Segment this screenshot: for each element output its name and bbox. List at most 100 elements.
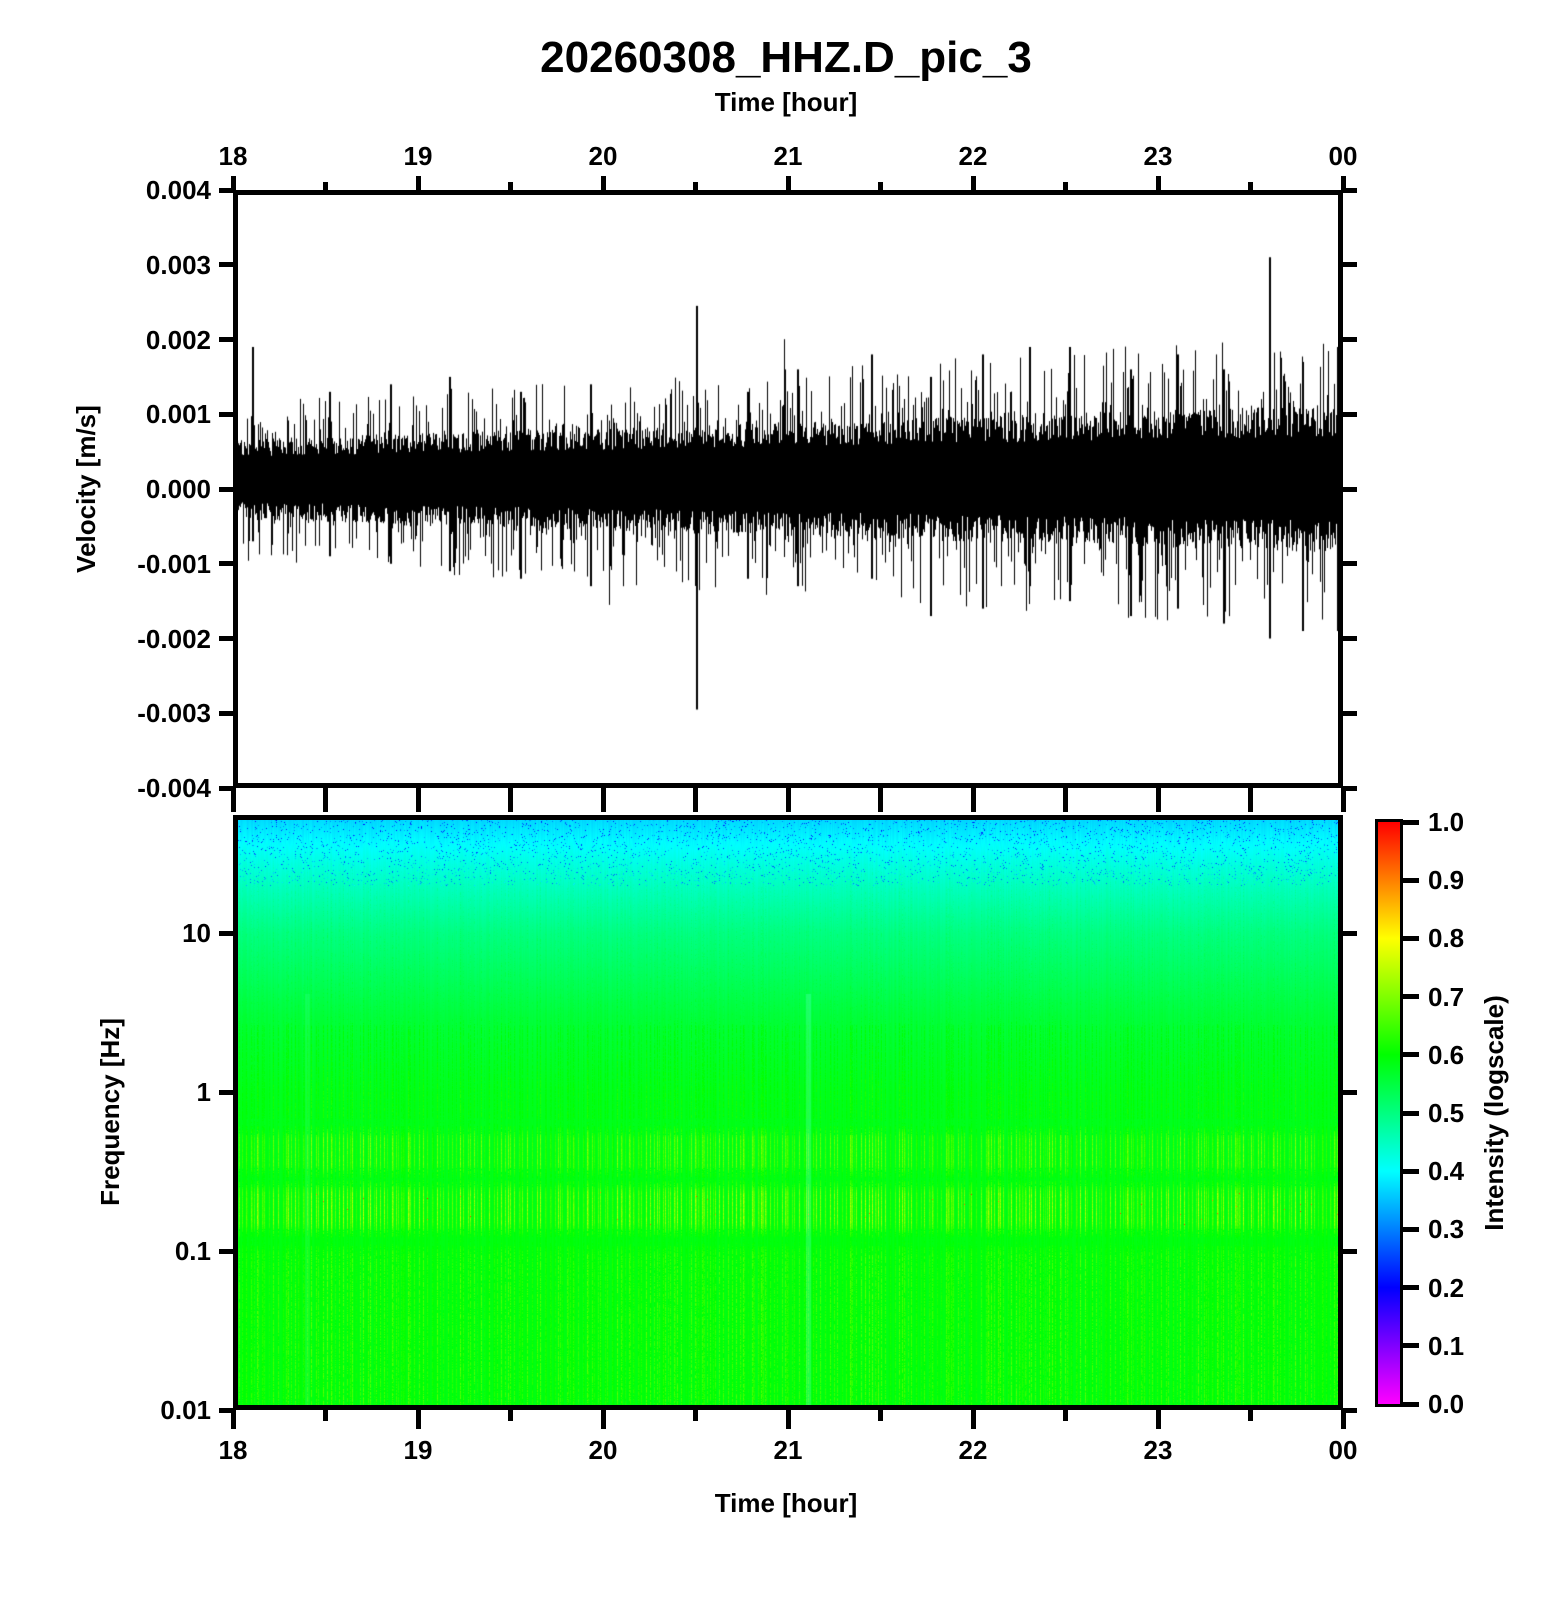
frequency-tick-label: 0.01 bbox=[160, 1395, 211, 1425]
bottom-x-tick-label: 23 bbox=[1143, 1435, 1173, 1465]
colorbar-tick-label: 0.0 bbox=[1428, 1389, 1465, 1419]
velocity-tick-label: -0.002 bbox=[137, 623, 211, 654]
frequency-tick-label: 1 bbox=[196, 1077, 211, 1107]
velocity-major-tick-right bbox=[1343, 486, 1357, 492]
velocity-tick-label: 0.003 bbox=[145, 249, 211, 280]
colorbar bbox=[1375, 819, 1403, 1407]
velocity-tick-label: -0.003 bbox=[137, 698, 211, 729]
bottom-x-major-tick bbox=[785, 1410, 791, 1429]
velocity-major-tick-left bbox=[219, 636, 233, 641]
colorbar-tick bbox=[1400, 1110, 1419, 1116]
top-x-minor-tick bbox=[878, 182, 883, 190]
velocity-major-tick-left bbox=[219, 337, 233, 342]
bottom-x-major-tick bbox=[1340, 1410, 1346, 1429]
top-x-minor-tick bbox=[508, 182, 513, 190]
velocity-major-tick-left bbox=[219, 262, 233, 268]
colorbar-tick-label: 0.2 bbox=[1428, 1272, 1465, 1303]
top-x-major-tick bbox=[600, 176, 606, 190]
bottom-x-major-tick bbox=[230, 1410, 236, 1429]
gap-x-tick bbox=[230, 788, 236, 812]
velocity-major-tick-left bbox=[219, 785, 233, 791]
frequency-major-tick-left bbox=[219, 930, 233, 936]
velocity-tick-label: 0.004 bbox=[145, 175, 211, 205]
bottom-x-major-tick bbox=[970, 1410, 976, 1429]
colorbar-tick bbox=[1400, 1285, 1419, 1291]
gap-x-tick bbox=[1155, 788, 1161, 812]
frequency-major-tick-right bbox=[1343, 930, 1357, 936]
frequency-major-tick-left bbox=[219, 1089, 233, 1095]
velocity-major-tick-right bbox=[1343, 187, 1357, 193]
bottom-x-tick-label: 19 bbox=[403, 1435, 433, 1465]
gap-x-tick bbox=[323, 788, 328, 812]
velocity-major-tick-right bbox=[1343, 561, 1357, 567]
bottom-x-minor-tick bbox=[508, 1410, 513, 1421]
colorbar-tick bbox=[1400, 935, 1419, 941]
top-x-major-tick bbox=[415, 176, 421, 190]
top-x-minor-tick bbox=[323, 182, 328, 190]
velocity-major-tick-left bbox=[219, 710, 233, 716]
colorbar-tick-label: 0.4 bbox=[1428, 1156, 1465, 1187]
top-x-tick-label: 19 bbox=[403, 141, 433, 171]
colorbar-tick bbox=[1400, 1401, 1419, 1407]
page-title: 20260308_HHZ.D_pic_3 bbox=[540, 33, 1032, 82]
colorbar-tick-label: 0.3 bbox=[1428, 1214, 1465, 1245]
colorbar-tick-label: 0.6 bbox=[1428, 1039, 1465, 1070]
waveform-canvas bbox=[233, 190, 1343, 788]
velocity-major-tick-right bbox=[1343, 337, 1357, 342]
velocity-tick-label: 0.000 bbox=[145, 474, 211, 504]
colorbar-tick-label: 0.9 bbox=[1428, 865, 1465, 896]
frequency-tick-label: 10 bbox=[182, 918, 211, 948]
velocity-major-tick-left bbox=[219, 561, 233, 567]
velocity-major-tick-left bbox=[219, 411, 233, 417]
colorbar-tick-label: 0.8 bbox=[1428, 923, 1465, 954]
frequency-tick-label: 0.1 bbox=[174, 1236, 211, 1266]
bottom-x-major-tick bbox=[415, 1410, 421, 1429]
velocity-major-tick-right bbox=[1343, 262, 1357, 268]
colorbar-tick bbox=[1400, 877, 1419, 883]
colorbar-tick-label: 0.5 bbox=[1428, 1098, 1465, 1128]
velocity-major-tick-left bbox=[219, 486, 233, 492]
gap-x-tick bbox=[693, 788, 698, 812]
gap-x-tick bbox=[415, 788, 421, 812]
bottom-x-minor-tick bbox=[693, 1410, 698, 1421]
bottom-x-minor-tick bbox=[1063, 1410, 1068, 1421]
velocity-major-tick-right bbox=[1343, 411, 1357, 417]
top-x-minor-tick bbox=[1248, 182, 1253, 190]
top-x-major-tick bbox=[1340, 176, 1346, 190]
spectrogram-canvas bbox=[233, 815, 1343, 1410]
top-x-minor-tick bbox=[693, 182, 698, 190]
gap-x-tick bbox=[1248, 788, 1253, 812]
frequency-axis-title: Frequency [Hz] bbox=[95, 1018, 125, 1206]
bottom-x-major-tick bbox=[600, 1410, 606, 1429]
bottom-x-minor-tick bbox=[1248, 1410, 1253, 1421]
bottom-x-axis-title: Time [hour] bbox=[714, 1488, 858, 1518]
top-x-tick-label: 23 bbox=[1143, 141, 1173, 171]
frequency-major-tick-left bbox=[219, 1407, 233, 1413]
frequency-major-tick-right bbox=[1343, 1089, 1357, 1095]
velocity-tick-label: -0.004 bbox=[137, 773, 211, 803]
gap-x-tick bbox=[508, 788, 513, 812]
colorbar-tick bbox=[1400, 819, 1419, 825]
velocity-major-tick-right bbox=[1343, 636, 1357, 641]
top-x-major-tick bbox=[230, 176, 236, 190]
gap-x-tick bbox=[970, 788, 976, 812]
bottom-x-tick-label: 18 bbox=[218, 1435, 248, 1465]
bottom-x-tick-label: 00 bbox=[1328, 1435, 1358, 1465]
colorbar-tick-label: 0.7 bbox=[1428, 981, 1465, 1012]
colorbar-tick-label: 0.1 bbox=[1428, 1330, 1465, 1361]
colorbar-tick bbox=[1400, 1168, 1419, 1174]
bottom-x-minor-tick bbox=[323, 1410, 328, 1421]
velocity-tick-label: 0.001 bbox=[145, 399, 211, 430]
bottom-x-tick-label: 21 bbox=[773, 1435, 803, 1465]
gap-x-tick bbox=[878, 788, 883, 812]
top-x-tick-label: 00 bbox=[1328, 141, 1358, 171]
gap-x-tick bbox=[600, 788, 606, 812]
colorbar-tick bbox=[1400, 994, 1419, 1000]
bottom-x-major-tick bbox=[1155, 1410, 1161, 1429]
velocity-major-tick-right bbox=[1343, 710, 1357, 716]
top-x-major-tick bbox=[1155, 176, 1161, 190]
velocity-tick-label: 0.002 bbox=[145, 324, 211, 355]
velocity-major-tick-right bbox=[1343, 785, 1357, 791]
velocity-tick-label: -0.001 bbox=[137, 548, 211, 579]
